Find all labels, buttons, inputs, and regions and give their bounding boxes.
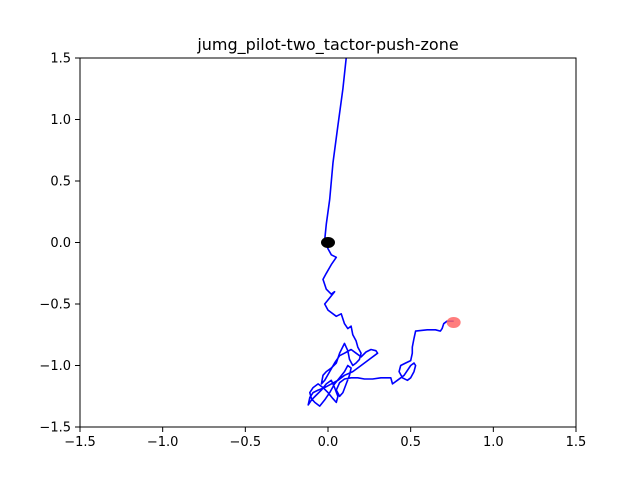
axes: −1.5 −1.0 −0.5 0.0 0.5 1.0 1.5 1.5 1.0 0.5 0.0 −0.5… [39,52,586,451]
y-tick-label: −1.0 [39,359,71,374]
y-tick-label: −0.5 [39,298,71,313]
y-tick-label: 0.0 [50,236,71,251]
x-tick-label: −0.5 [230,435,262,450]
x-tick-label: −1.0 [147,435,179,450]
start-marker [321,237,335,248]
x-tick-label: −1.5 [64,435,96,450]
x-tick-label: 1.0 [483,435,504,450]
y-tick-label: 1.5 [50,52,71,67]
y-tick-label: −1.5 [39,421,71,436]
target-marker [446,316,461,328]
chart-title: jumg_pilot-two_tactor-push-zone [196,35,458,55]
y-tick-label: 0.5 [50,175,71,190]
x-tick-label: 1.5 [566,435,587,450]
trajectory-line [307,58,454,407]
x-tick-label: 0.5 [400,435,421,450]
y-tick-label: 1.0 [50,113,71,128]
x-tick-label: 0.0 [318,435,339,450]
plot-area [307,58,461,407]
